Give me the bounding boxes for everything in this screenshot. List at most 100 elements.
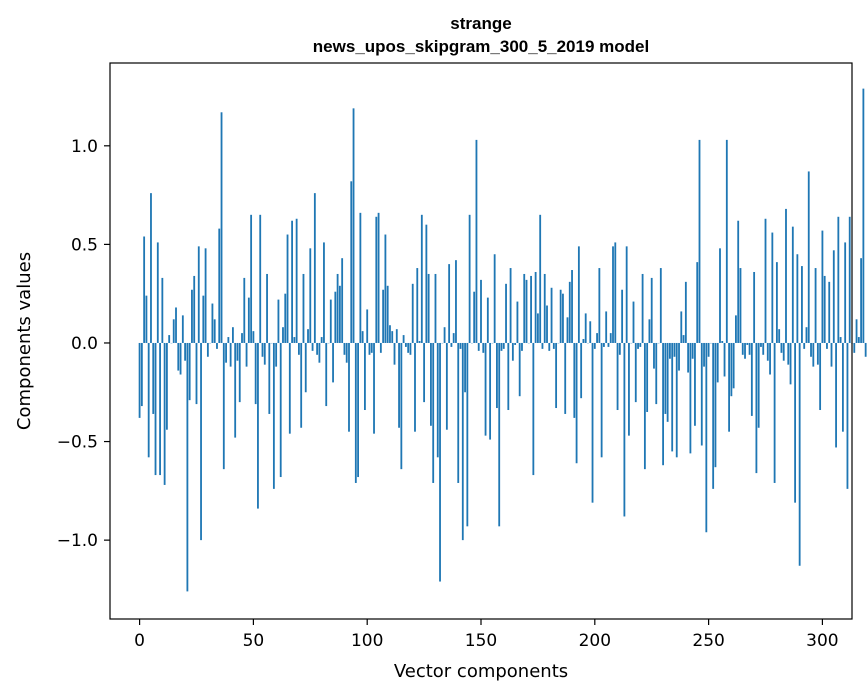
bar-246 [698,139,701,343]
x-tick-label: 300 [806,631,838,651]
bar-189 [568,281,571,343]
bar-253 [714,342,717,468]
bar-86 [334,291,337,343]
bar-22 [188,342,191,401]
bar-70 [298,342,300,355]
bar-77 [313,193,316,343]
bar-280 [775,262,778,343]
bar-45 [241,333,243,343]
bar-286 [789,342,792,385]
bar-101 [368,342,371,355]
y-axis-label: Components values [14,252,35,430]
bar-149 [477,342,480,351]
bar-194 [580,342,583,399]
bar-92 [348,342,350,432]
bar-105 [377,212,380,343]
bar-263 [737,220,740,343]
bar-296 [812,342,815,367]
bar-116 [402,335,405,343]
bar-150 [480,279,482,343]
bar-153 [486,297,489,343]
bar-272 [757,342,760,428]
bar-32 [211,303,214,343]
bar-74 [307,329,309,343]
bar-219 [637,342,639,349]
bar-138 [452,333,455,343]
bar-94 [352,108,355,343]
bars-group [138,88,867,592]
plot-frame [109,62,853,620]
bar-24 [193,275,196,343]
bar-78 [316,342,319,355]
bar-108 [384,234,387,343]
bar-306 [835,342,837,448]
bar-191 [573,342,576,418]
bar-59 [272,342,275,489]
bar-104 [375,216,378,343]
bar-182 [552,342,555,349]
bar-238 [680,311,683,343]
bar-163 [509,268,512,343]
bar-183 [555,342,558,409]
bar-103 [373,342,375,434]
bar-88 [338,285,341,343]
bar-232 [666,342,669,422]
bar-35 [218,228,221,343]
bar-294 [807,171,810,343]
bar-298 [816,342,819,365]
bar-65 [286,234,289,343]
bar-175 [536,313,539,343]
bar-16 [175,307,177,343]
bar-37 [222,342,225,470]
bar-176 [539,214,542,343]
bar-317 [860,258,863,343]
bar-98 [361,331,364,343]
bar-174 [534,271,537,343]
bar-73 [304,342,307,393]
bar-84 [329,299,332,343]
bar-308 [839,337,842,343]
bar-145 [468,214,471,343]
bar-36 [220,112,223,343]
bar-220 [639,342,642,347]
bar-140 [457,342,460,483]
bar-81 [323,242,325,343]
bar-279 [773,342,776,483]
bar-256 [721,341,724,343]
bar-293 [805,327,808,343]
bar-267 [746,342,749,345]
bar-106 [379,342,382,353]
bar-190 [571,270,573,343]
bar-301 [823,275,826,343]
bar-3 [145,295,148,343]
bar-273 [760,342,762,347]
bar-166 [516,301,519,343]
bar-89 [341,258,344,343]
bar-41 [232,327,234,343]
bar-124 [420,214,423,343]
bar-299 [819,342,822,411]
chart-title-line-2: news_upos_skipgram_300_5_2019 model [313,37,649,56]
bar-2 [143,236,146,343]
bar-212 [621,289,624,343]
bar-1 [140,342,143,407]
bar-283 [782,342,785,361]
bar-218 [634,342,637,403]
bar-221 [641,273,644,343]
bar-61 [277,299,280,343]
bar-85 [332,342,334,383]
y-tick-label: 0.5 [71,235,98,255]
bar-11 [163,342,166,485]
bar-231 [664,342,667,414]
bar-188 [566,317,569,343]
bar-236 [675,342,678,458]
bar-265 [741,342,744,355]
bar-210 [616,342,619,411]
bar-122 [416,268,419,343]
bar-76 [311,342,314,351]
bar-226 [653,342,655,369]
bar-241 [687,342,690,373]
bar-131 [436,342,439,458]
bar-303 [828,281,831,343]
bar-30 [206,342,209,357]
